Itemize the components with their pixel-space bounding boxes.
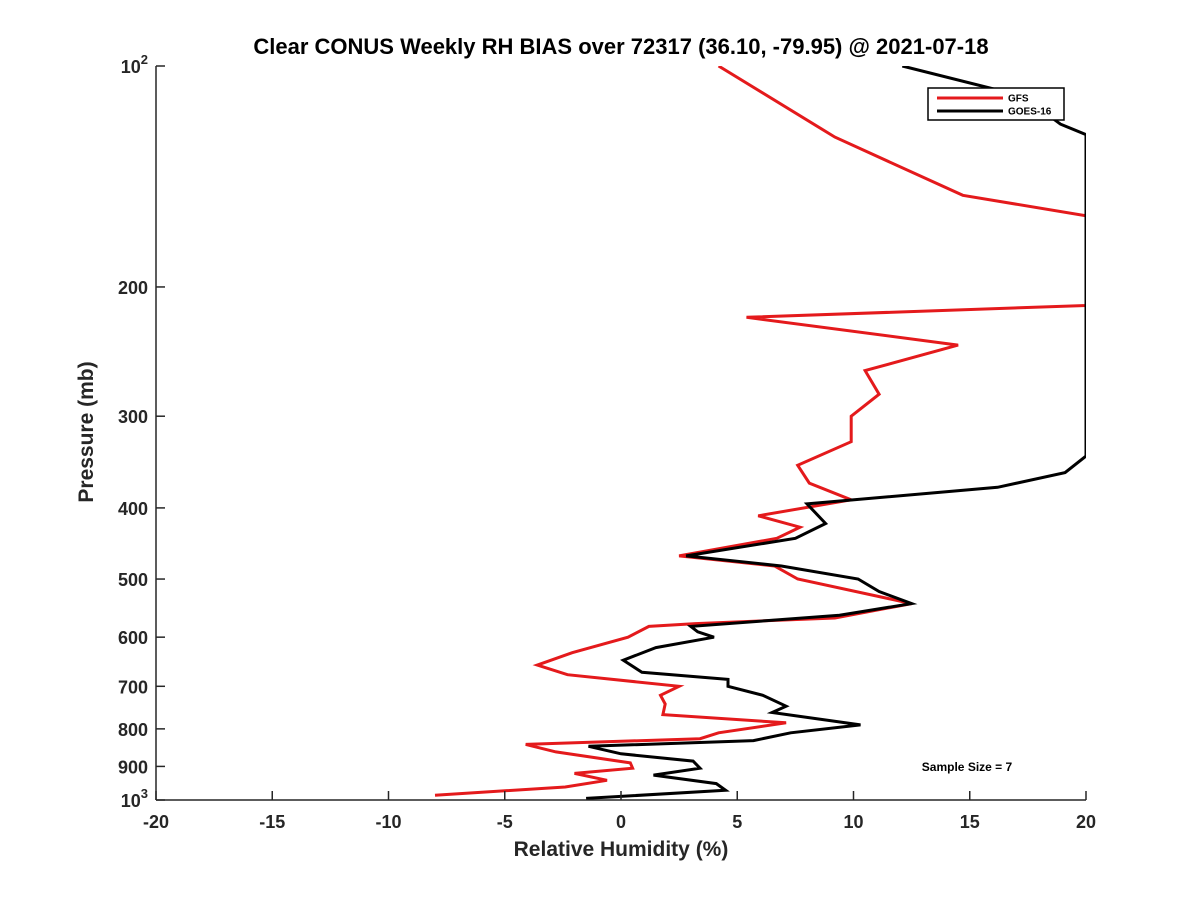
x-tick-label: -10 (375, 812, 401, 832)
x-tick-label: 0 (616, 812, 626, 832)
y-tick-label: 600 (118, 628, 148, 648)
x-tick-label: -15 (259, 812, 285, 832)
y-tick-label: 102 (121, 52, 148, 77)
x-tick-label: -20 (143, 812, 169, 832)
x-axis-label: Relative Humidity (%) (514, 838, 729, 861)
x-tick-label: 15 (960, 812, 980, 832)
x-tick-label: 10 (843, 812, 863, 832)
y-tick-label: 700 (118, 677, 148, 697)
y-axis-label: Pressure (mb) (75, 361, 98, 502)
legend-label: GOES-16 (1008, 107, 1052, 118)
sample-size-annotation: Sample Size = 7 (922, 760, 1013, 774)
y-tick-label: 500 (118, 570, 148, 590)
y-tick-label: 103 (121, 786, 148, 811)
y-tick-label: 300 (118, 407, 148, 427)
legend-label: GFS (1008, 94, 1029, 105)
legend-box (927, 87, 1065, 121)
chart-title: Clear CONUS Weekly RH BIAS over 72317 (3… (253, 34, 988, 59)
y-tick-label: 200 (118, 278, 148, 298)
y-tick-label: 800 (118, 720, 148, 740)
x-tick-label: -5 (497, 812, 513, 832)
series-line-goes-16 (586, 66, 1086, 800)
y-tick-label: 900 (118, 757, 148, 777)
series-group (434, 66, 1086, 800)
x-tick-label: 5 (732, 812, 742, 832)
series-line-gfs (434, 66, 1086, 797)
legend: GFS GOES-16 (927, 87, 1065, 121)
plot-area: -20 -15 -10 -5 0 5 10 15 20 102 200 300 400 500 600 700… (118, 52, 1096, 832)
y-tick-label: 400 (118, 499, 148, 519)
x-tick-label: 20 (1076, 812, 1096, 832)
